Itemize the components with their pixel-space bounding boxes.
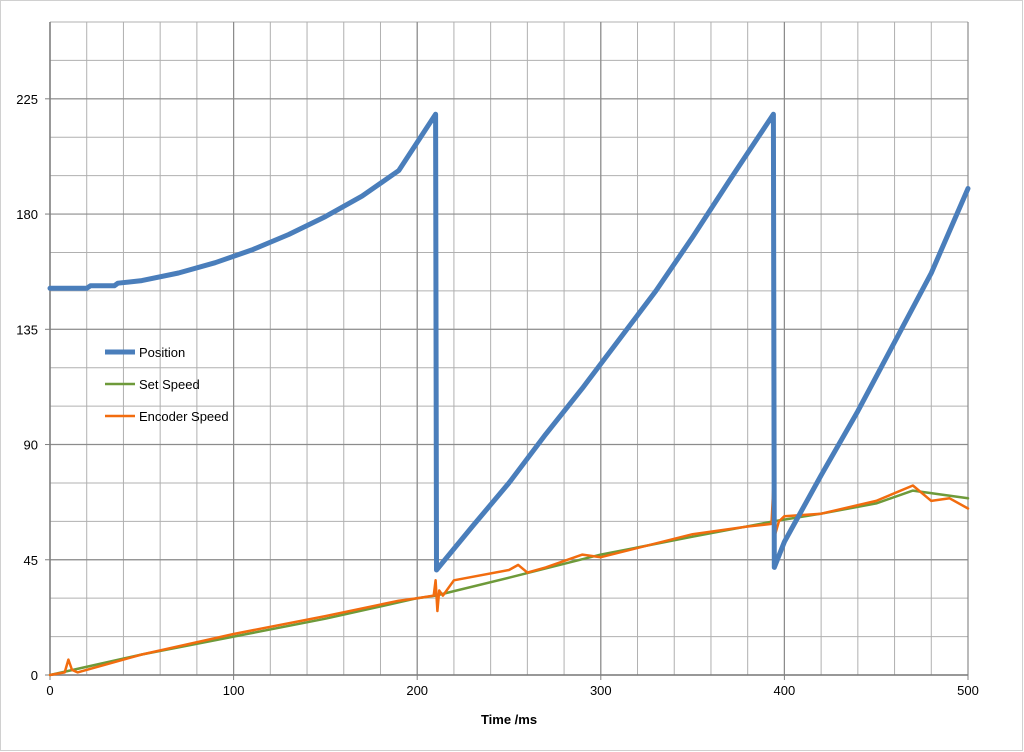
series-line-position	[47, 111, 971, 573]
legend-label: Set Speed	[139, 377, 200, 392]
x-tick-labels: 0 100 200 300 400 500	[46, 683, 978, 698]
x-tick-label: 500	[957, 683, 979, 698]
y-tick-label: 135	[16, 322, 38, 337]
legend-label: Encoder Speed	[139, 409, 229, 424]
x-tick-label: 0	[46, 683, 53, 698]
legend-label: Position	[139, 345, 185, 360]
x-tick-label: 200	[406, 683, 428, 698]
legend: Position Set Speed Encoder Speed	[105, 345, 229, 424]
series-line-set-speed	[48, 489, 970, 677]
major-gridlines	[49, 22, 969, 676]
axes	[45, 22, 969, 680]
x-tick-label: 300	[590, 683, 612, 698]
y-tick-label: 225	[16, 92, 38, 107]
y-tick-labels: 0 45 90 135 180 225	[16, 92, 38, 683]
y-tick-label: 180	[16, 207, 38, 222]
y-tick-label: 90	[24, 438, 38, 453]
x-tick-label: 400	[774, 683, 796, 698]
y-tick-label: 45	[24, 553, 38, 568]
x-tick-label: 100	[223, 683, 245, 698]
y-tick-label: 0	[31, 668, 38, 683]
x-axis-label: Time /ms	[481, 712, 537, 727]
series-lines	[47, 111, 971, 677]
